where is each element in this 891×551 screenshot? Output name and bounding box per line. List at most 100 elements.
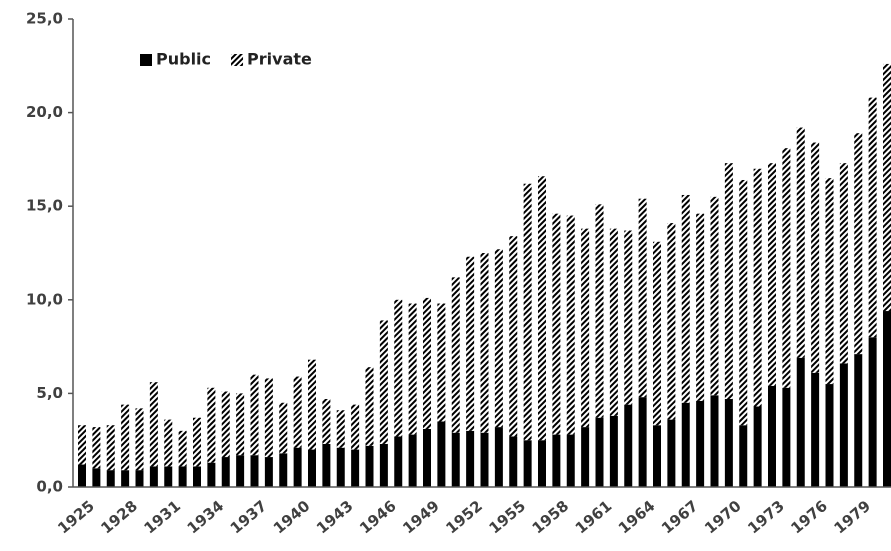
- bar-segment: [135, 408, 144, 471]
- bar-segment: [394, 299, 403, 437]
- bar-segment: [322, 443, 331, 487]
- bar-segment: [308, 449, 316, 487]
- x-tick-label: 1979: [830, 497, 874, 538]
- bar-segment: [509, 236, 518, 437]
- bar-segment: [336, 447, 345, 487]
- bar-segment: [308, 359, 316, 450]
- bar-segment: [423, 428, 431, 487]
- x-tick-label: 1955: [485, 497, 529, 538]
- bar-segment: [121, 404, 130, 471]
- bar-segment: [811, 142, 820, 373]
- bar-segment: [480, 432, 489, 487]
- bar-segment: [753, 168, 762, 407]
- bar-segment: [351, 449, 360, 487]
- y-tick-label: 15,0: [26, 197, 63, 215]
- bar-segment: [638, 198, 647, 398]
- bar-segment: [408, 434, 417, 487]
- bar-segment: [106, 425, 115, 471]
- bar-segment: [696, 213, 705, 401]
- bar-segment: [494, 249, 503, 428]
- y-tick-label: 10,0: [26, 290, 63, 308]
- x-tick-label: 1964: [615, 497, 659, 538]
- bar-segment: [178, 430, 187, 467]
- bar-segment: [581, 427, 590, 487]
- bar-segment: [207, 462, 216, 487]
- bar-segment: [121, 470, 130, 487]
- bar-segment: [566, 434, 575, 487]
- bar-segment: [394, 436, 403, 487]
- bar-segment: [609, 228, 618, 416]
- bar-segment: [509, 436, 518, 487]
- bar-segment: [538, 440, 546, 487]
- bar-segment: [250, 455, 259, 487]
- bar-segment: [207, 387, 216, 463]
- x-tick-label: 1925: [54, 497, 98, 538]
- bar-segment: [279, 402, 288, 454]
- bar-segment: [854, 354, 863, 487]
- bar-segment: [681, 194, 690, 403]
- bar-segment: [796, 357, 805, 487]
- bar-segment: [466, 430, 475, 487]
- bar-segment: [149, 466, 158, 487]
- bar-segment: [365, 445, 374, 487]
- bar-segment: [667, 223, 676, 420]
- legend-label: Private: [247, 50, 312, 69]
- bar-segment: [739, 179, 748, 426]
- bar-segment: [566, 215, 575, 435]
- bar-segment: [581, 228, 590, 428]
- x-tick-label: 1940: [270, 497, 314, 538]
- bar-segment: [854, 133, 863, 355]
- bar-segment: [451, 277, 460, 433]
- bar-segment: [92, 468, 101, 487]
- bar-segment: [710, 196, 719, 396]
- bar-segment: [193, 417, 201, 467]
- bar-segment: [868, 337, 877, 487]
- bar-segment: [609, 415, 618, 487]
- y-tick-label: 0,0: [36, 478, 63, 496]
- legend-swatch: [231, 54, 244, 66]
- bar-segment: [365, 367, 374, 446]
- bar-segment: [883, 63, 891, 312]
- bar-segment: [178, 466, 187, 487]
- bar-segment: [724, 399, 733, 487]
- bar-segment: [868, 97, 877, 338]
- x-tick-label: 1949: [399, 497, 443, 538]
- x-tick-label: 1946: [356, 497, 400, 538]
- bar-segment: [753, 406, 762, 487]
- bar-segment: [768, 163, 776, 386]
- bar-segment: [293, 447, 302, 487]
- bar-segment: [653, 425, 661, 487]
- y-tick-label: 20,0: [26, 103, 63, 121]
- x-tick-label: 1976: [787, 497, 831, 538]
- bar-segment: [437, 421, 446, 487]
- bar-segment: [796, 127, 805, 358]
- bar-segment: [667, 419, 676, 487]
- bar-segment: [595, 204, 604, 418]
- bar-segment: [811, 372, 820, 487]
- bar-segment: [839, 363, 848, 487]
- bar-segment: [193, 466, 201, 487]
- bar-segment: [538, 176, 546, 441]
- bar-segment: [106, 470, 115, 487]
- x-tick-label: 1970: [701, 497, 745, 538]
- bar-segment: [164, 466, 173, 487]
- x-tick-label: 1952: [442, 497, 486, 538]
- x-tick-label: 1943: [313, 497, 357, 538]
- bar-segment: [782, 148, 791, 388]
- bar-segment: [494, 427, 503, 487]
- bar-segment: [236, 393, 245, 456]
- bar-segment: [839, 163, 848, 364]
- bar-segment: [825, 384, 834, 487]
- bar-segment: [135, 470, 144, 487]
- bar-segment: [293, 376, 302, 448]
- bar-segment: [480, 253, 489, 433]
- bar-segment: [78, 464, 86, 487]
- bar-segment: [322, 399, 331, 444]
- bar-segment: [164, 419, 173, 467]
- bar-segment: [221, 457, 230, 487]
- bar-segment: [408, 303, 417, 435]
- bar-segment: [724, 163, 733, 400]
- bar-segment: [595, 417, 604, 487]
- legend-swatch: [140, 54, 152, 66]
